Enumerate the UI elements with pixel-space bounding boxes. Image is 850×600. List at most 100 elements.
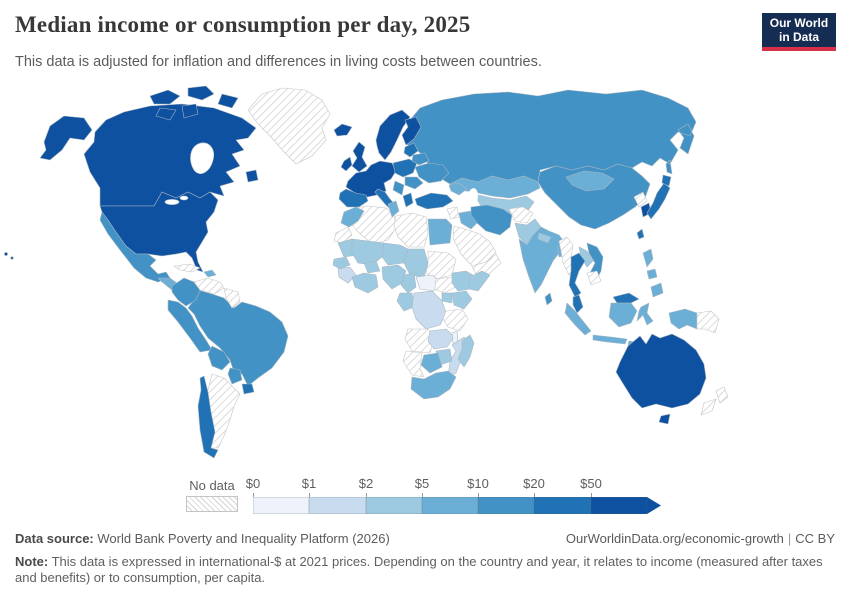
country-iceland[interactable]: [333, 123, 353, 137]
region-guyanas[interactable]: [223, 287, 241, 309]
legend-tick: [534, 493, 535, 497]
note-text: This data is expressed in international-…: [15, 554, 823, 585]
region-gulf-of-guinea-coast[interactable]: [351, 272, 379, 294]
country-philippines[interactable]: [642, 248, 664, 298]
country-namibia[interactable]: [402, 350, 425, 378]
country-united-states[interactable]: [4, 115, 219, 273]
country-peru[interactable]: [167, 299, 213, 353]
country-greenland[interactable]: [247, 87, 331, 165]
country-finland[interactable]: [401, 116, 422, 146]
country-burkina-faso[interactable]: [363, 260, 381, 274]
country-egypt[interactable]: [427, 218, 453, 246]
owid-link[interactable]: OurWorldinData.org/economic-growth: [565, 531, 784, 546]
country-paraguay[interactable]: [227, 367, 243, 385]
region-central-europe[interactable]: [392, 158, 418, 178]
country-brazil[interactable]: [187, 289, 289, 387]
region-iberia[interactable]: [338, 188, 369, 208]
region-western-sahara[interactable]: [333, 226, 353, 244]
country-south-sudan[interactable]: [434, 276, 457, 294]
region-baltics[interactable]: [403, 142, 419, 158]
country-mali[interactable]: [351, 238, 385, 266]
legend-segment-20-50[interactable]: [534, 497, 591, 514]
legend-tick: [366, 493, 367, 497]
legend-tick-label: $5: [414, 476, 430, 491]
country-colombia[interactable]: [171, 277, 201, 307]
hudson-bay: [190, 142, 214, 174]
country-thailand[interactable]: [568, 252, 586, 298]
country-belarus[interactable]: [411, 152, 430, 166]
legend-segment-10-20[interactable]: [478, 497, 535, 514]
legend-segment-0-1[interactable]: [253, 497, 310, 514]
country-iran[interactable]: [470, 204, 513, 236]
legend-no-data-swatch[interactable]: [186, 496, 238, 512]
country-canada[interactable]: [83, 85, 259, 207]
country-angola[interactable]: [404, 328, 435, 354]
country-taiwan[interactable]: [636, 228, 645, 240]
country-mexico[interactable]: [99, 211, 171, 283]
country-russia[interactable]: [405, 89, 697, 185]
country-nepal[interactable]: [537, 232, 552, 244]
country-cameroon[interactable]: [400, 272, 417, 294]
country-south-africa[interactable]: [410, 370, 457, 400]
country-uruguay[interactable]: [241, 383, 255, 395]
legend-tick: [422, 493, 423, 497]
country-greece[interactable]: [402, 192, 414, 208]
legend-segment-50-plus[interactable]: [590, 497, 647, 514]
country-syria[interactable]: [446, 206, 460, 220]
country-romania[interactable]: [404, 176, 424, 190]
country-cuba[interactable]: [173, 263, 201, 273]
country-madagascar[interactable]: [457, 334, 475, 368]
country-afghanistan[interactable]: [508, 206, 534, 224]
country-zambia[interactable]: [427, 328, 455, 350]
region-congo-gabon[interactable]: [396, 292, 415, 312]
legend-segment-1-2[interactable]: [309, 497, 366, 514]
country-botswana[interactable]: [420, 352, 443, 374]
country-united-kingdom[interactable]: [351, 141, 368, 173]
country-chad[interactable]: [403, 248, 429, 278]
great-lakes-2: [179, 195, 189, 201]
owid-logo[interactable]: Our World in Data: [762, 13, 836, 51]
country-north-korea[interactable]: [633, 191, 648, 208]
country-ukraine[interactable]: [414, 162, 450, 184]
owid-logo-line2: in Data: [778, 30, 819, 44]
legend-no-data[interactable]: No data: [186, 478, 238, 512]
country-morocco[interactable]: [340, 206, 365, 228]
country-mongolia[interactable]: [565, 170, 615, 192]
country-senegal[interactable]: [332, 256, 351, 270]
country-sudan[interactable]: [425, 250, 457, 280]
country-new-zealand[interactable]: [700, 386, 729, 416]
region-caucasus[interactable]: [448, 182, 468, 196]
country-dr-congo[interactable]: [411, 290, 447, 330]
legend-tick-label: $20: [523, 476, 545, 491]
country-tunisia[interactable]: [387, 200, 400, 218]
region-balkans[interactable]: [392, 180, 405, 196]
country-australia[interactable]: [615, 333, 707, 425]
country-somalia[interactable]: [468, 270, 491, 292]
country-sri-lanka[interactable]: [544, 292, 553, 306]
country-uganda[interactable]: [441, 292, 453, 304]
country-malawi[interactable]: [451, 330, 459, 344]
country-saudi-arabia[interactable]: [452, 225, 497, 267]
black-sea: [425, 183, 451, 195]
country-tanzania[interactable]: [442, 308, 469, 332]
region-guinea-sierra-leone[interactable]: [337, 266, 357, 284]
country-libya[interactable]: [393, 212, 429, 248]
legend-tick-label: $2: [358, 476, 374, 491]
legend-segment-2-5[interactable]: [365, 497, 422, 514]
legend-segment-5-10[interactable]: [421, 497, 479, 514]
owid-logo-line1: Our World: [769, 16, 829, 30]
country-chile[interactable]: [197, 375, 219, 459]
country-papua-new-guinea[interactable]: [696, 310, 720, 334]
country-japan[interactable]: [646, 174, 672, 220]
license-link[interactable]: CC BY: [795, 531, 835, 546]
country-cambodia[interactable]: [586, 270, 602, 286]
legend-color-bar: $0 $1 $2 $5 $10 $20 $50: [246, 476, 661, 514]
country-bolivia[interactable]: [207, 345, 231, 371]
country-kenya[interactable]: [451, 290, 473, 310]
legend-tick-label: $10: [467, 476, 489, 491]
country-ireland[interactable]: [340, 156, 353, 172]
country-turkey[interactable]: [414, 192, 454, 210]
region-scandinavia[interactable]: [375, 109, 411, 161]
region-hispaniola[interactable]: [203, 269, 217, 278]
country-malaysia[interactable]: [572, 292, 640, 314]
